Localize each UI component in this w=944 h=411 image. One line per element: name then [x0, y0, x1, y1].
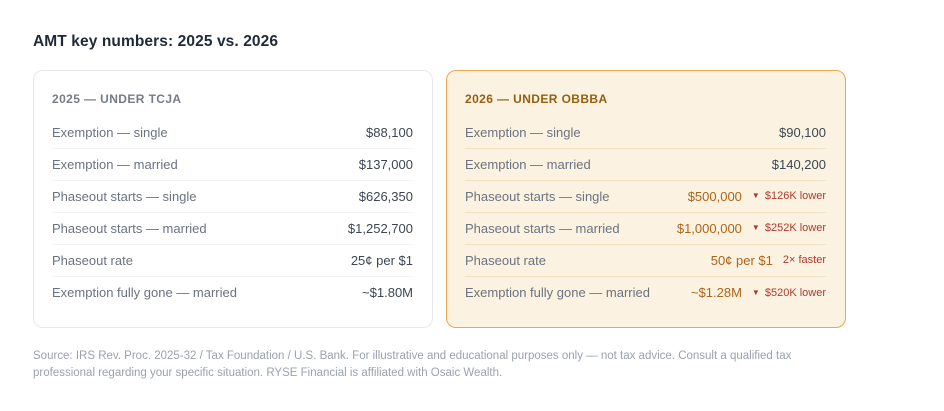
row-value: $88,100 — [366, 124, 413, 140]
row-value: $137,000 — [358, 156, 413, 172]
down-triangle-icon: ▼ — [751, 191, 760, 200]
delta-badge: ▼ $252K lower — [752, 222, 826, 234]
delta-text: $126K lower — [764, 190, 826, 202]
row-label: Exemption — married — [465, 156, 591, 172]
table-row: Phaseout starts — single $500,000 ▼ $126K l… — [465, 181, 826, 213]
table-row: Exemption fully gone — married ~$1.28M ▼ $5… — [465, 277, 826, 309]
source-disclaimer: Source: IRS Rev. Proc. 2025-32 / Tax Fou… — [33, 349, 792, 380]
row-label: Phaseout rate — [465, 252, 546, 268]
delta-badge: ▼ $520K lower — [752, 287, 826, 299]
table-row: Exemption fully gone — married ~$1.80M — [52, 277, 413, 309]
page-title: AMT key numbers: 2025 vs. 2026 — [33, 33, 279, 50]
row-label: Exemption fully gone — married — [52, 285, 237, 300]
row-label: Exemption — married — [52, 156, 178, 172]
row-label: Phaseout starts — single — [465, 188, 610, 204]
down-triangle-icon: ▼ — [751, 223, 760, 232]
table-row: Phaseout rate 25¢ per $1 — [52, 245, 413, 277]
table-row: Exemption — single $90,100 — [465, 117, 826, 149]
table-row: Phaseout starts — married $1,000,000 ▼ $252… — [465, 213, 826, 245]
table-row: Phaseout starts — married $1,252,700 — [52, 213, 413, 245]
row-values: $140,200 — [772, 157, 826, 172]
page-container: AMT key numbers: 2025 vs. 2026 2025 — UN… — [33, 33, 944, 380]
row-label: Phaseout rate — [52, 252, 133, 268]
row-label: Exemption — single — [52, 124, 168, 140]
row-value: $1,000,000 — [676, 220, 742, 236]
row-label: Phaseout starts — single — [52, 188, 197, 204]
row-values: $90,100 — [779, 125, 826, 140]
row-values: ~$1.28M ▼ $520K lower — [691, 285, 826, 300]
row-value: 50¢ per $1 — [710, 252, 773, 268]
down-triangle-icon: ▼ — [751, 287, 760, 297]
row-values: $137,000 — [359, 157, 413, 172]
card-rows: Exemption — single $90,100 Exemption — mar… — [465, 117, 826, 309]
card-2026-obbba: 2026 — UNDER OBBBA Exemption — single $90… — [446, 69, 846, 328]
table-row: Exemption — single $88,100 — [52, 117, 413, 149]
card-rows: Exemption — single $88,100 Exemption — mar… — [52, 117, 413, 309]
row-value: $90,100 — [779, 124, 826, 140]
row-value: $1,252,700 — [347, 220, 413, 236]
card-2025-tcja: 2025 — UNDER TCJA Exemption — single $88,… — [33, 69, 433, 328]
row-values: 25¢ per $1 — [351, 253, 413, 268]
table-row: Phaseout rate 50¢ per $1 2× faster — [465, 245, 826, 277]
row-label: Exemption — single — [465, 124, 581, 140]
row-label: Phaseout starts — married — [52, 220, 207, 236]
table-row: Exemption — married $137,000 — [52, 149, 413, 181]
row-values: $88,100 — [366, 125, 413, 140]
row-values: $1,000,000 ▼ $252K lower — [677, 221, 826, 236]
delta-text: $252K lower — [764, 222, 826, 234]
row-values: $500,000 ▼ $126K lower — [688, 189, 826, 204]
delta-badge: ▼ $126K lower — [752, 190, 826, 202]
row-value: $626,350 — [358, 188, 413, 204]
row-values: $626,350 — [359, 189, 413, 204]
row-value: ~$1.28M — [690, 285, 742, 300]
row-value: $140,200 — [771, 156, 826, 172]
delta-text: 2× faster — [782, 254, 826, 266]
row-values: ~$1.80M — [362, 285, 413, 300]
delta-badge: 2× faster — [783, 254, 826, 266]
row-value: $500,000 — [687, 188, 742, 204]
table-row: Exemption — married $140,200 — [465, 149, 826, 181]
table-row: Phaseout starts — single $626,350 — [52, 181, 413, 213]
row-label: Exemption fully gone — married — [465, 285, 650, 300]
row-value: 25¢ per $1 — [350, 252, 413, 268]
card-header: 2026 — UNDER OBBBA — [465, 91, 608, 106]
comparison-cards: 2025 — UNDER TCJA Exemption — single $88,… — [33, 69, 944, 328]
delta-text: $520K lower — [764, 286, 826, 299]
card-header: 2025 — UNDER TCJA — [52, 91, 182, 106]
row-label: Phaseout starts — married — [465, 220, 620, 236]
row-value: ~$1.80M — [362, 285, 413, 300]
row-values: $1,252,700 — [348, 221, 413, 236]
row-values: 50¢ per $1 2× faster — [711, 253, 826, 268]
